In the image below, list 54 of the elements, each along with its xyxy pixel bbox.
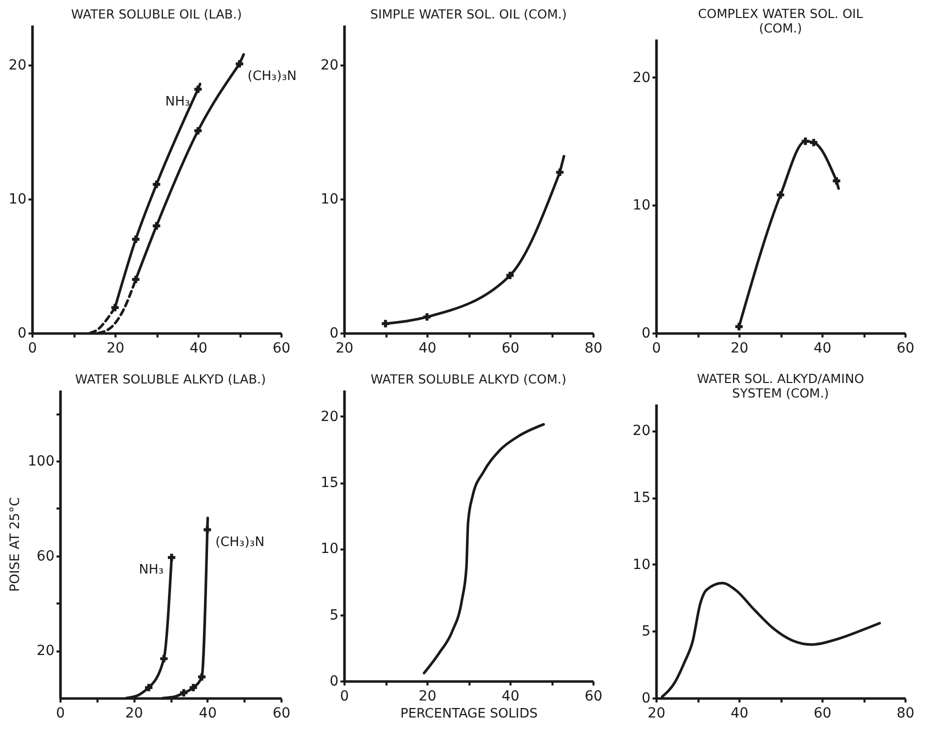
y-tick-label: 20 — [632, 70, 650, 86]
y-tick-label: 10 — [8, 192, 26, 208]
y-tick-label: 60 — [36, 548, 54, 564]
series-label: (CH₃)₃N — [248, 68, 297, 84]
y-tick-label: 0 — [330, 674, 338, 690]
y-tick-label: 10 — [320, 192, 338, 208]
y-axis-title: POISE AT 25°C — [8, 497, 23, 592]
chart-title: SIMPLE WATER SOL. OIL (COM.) — [370, 6, 567, 22]
x-tick-label: 20 — [418, 688, 436, 704]
x-axis-title: PERCENTAGE SOLIDS — [400, 706, 538, 722]
x-tick-label: 40 — [190, 340, 208, 356]
y-tick-label: 10 — [320, 541, 338, 558]
chart-title: COMPLEX WATER SOL. OIL (COM.) — [698, 6, 863, 36]
x-tick-label: 0 — [340, 688, 349, 704]
y-tick-label: 15 — [320, 475, 338, 492]
x-tick-label: 40 — [418, 340, 436, 356]
y-tick-label: 10 — [632, 556, 650, 573]
x-tick-label: 60 — [272, 706, 290, 722]
y-tick-label: 20 — [36, 643, 54, 660]
x-tick-label: 80 — [584, 340, 602, 356]
y-tick-label: 0 — [18, 326, 26, 342]
y-tick-label: 15 — [632, 490, 650, 506]
y-tick-label: 0 — [330, 326, 338, 342]
y-tick-label: 0 — [642, 326, 650, 342]
x-tick-label: 60 — [896, 340, 914, 356]
x-tick-label: 60 — [584, 688, 602, 704]
y-tick-label: 20 — [8, 58, 26, 74]
x-tick-label: 40 — [730, 706, 748, 722]
y-tick-label: 5 — [642, 624, 650, 640]
series-label: (CH₃)₃N — [215, 534, 264, 550]
x-tick-label: 20 — [125, 706, 144, 722]
chart-title: WATER SOLUBLE OIL (LAB.) — [71, 6, 242, 22]
y-tick-label: 10 — [632, 198, 650, 214]
y-tick-label: 5 — [330, 607, 338, 624]
x-tick-label: 0 — [56, 706, 65, 722]
y-tick-label: 100 — [28, 454, 54, 470]
x-tick-label: 20 — [106, 340, 124, 356]
x-tick-label: 40 — [502, 688, 520, 704]
series-label: NH₃ — [138, 562, 164, 578]
chart-title: WATER SOLUBLE ALKYD (LAB.) — [75, 372, 266, 386]
x-tick-label: 40 — [814, 340, 832, 356]
series-label: NH₃ — [165, 94, 190, 110]
x-tick-label: 60 — [272, 340, 290, 356]
y-tick-label: 20 — [320, 408, 338, 425]
x-tick-label: 20 — [730, 340, 748, 356]
x-tick-label: 40 — [198, 706, 217, 722]
y-tick-label: 20 — [632, 423, 650, 440]
y-tick-label: 20 — [320, 58, 338, 74]
x-tick-label: 80 — [896, 706, 914, 722]
x-tick-label: 60 — [502, 340, 520, 356]
x-tick-label: 0 — [652, 340, 661, 356]
chart-title: WATER SOL. ALKYD/AMINO SYSTEM (COM.) — [696, 371, 864, 400]
x-tick-label: 60 — [814, 706, 832, 722]
chart-title: WATER SOLUBLE ALKYD (COM.) — [370, 372, 566, 386]
